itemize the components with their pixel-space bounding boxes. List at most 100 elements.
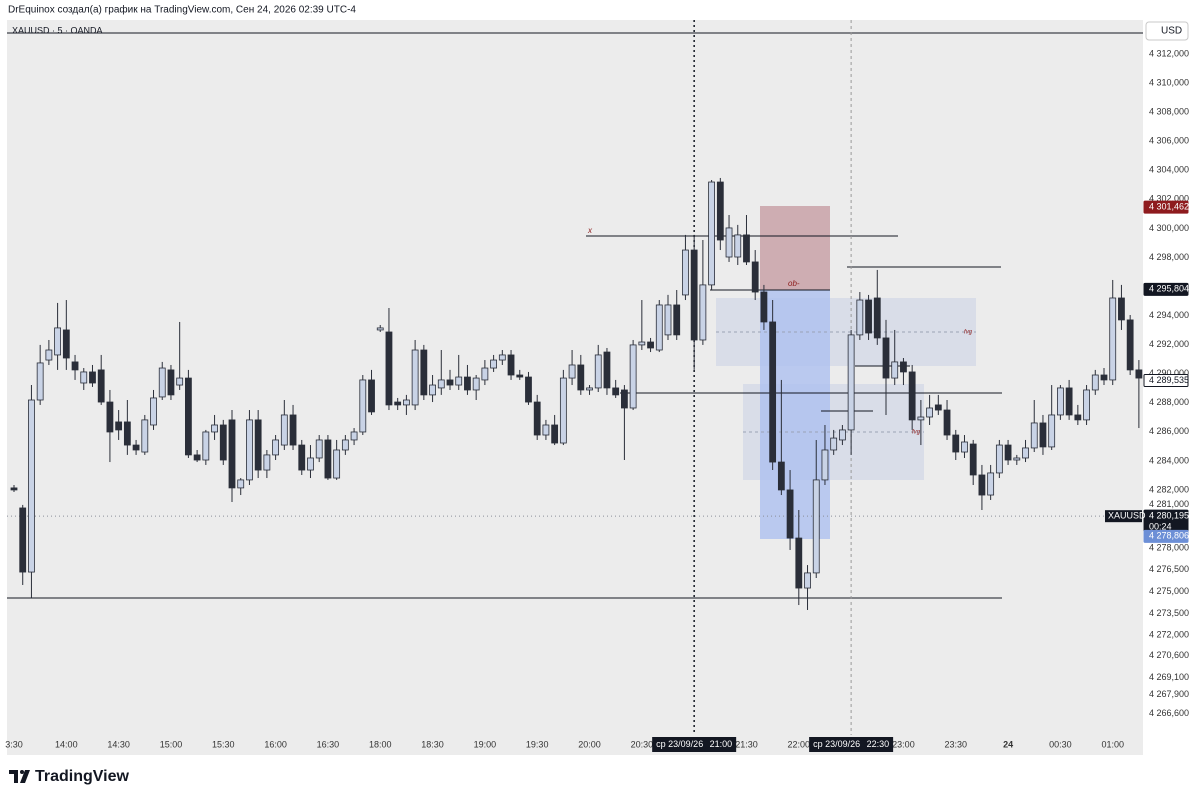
candle-body-up [350, 431, 358, 441]
x-tick-label: 18:00 [369, 739, 392, 749]
x-tick-label: 15:30 [212, 739, 235, 749]
candle-body-up [498, 354, 506, 361]
candle-body-down [900, 361, 907, 373]
x-tick-label: 23:30 [944, 739, 967, 749]
ob-zone [760, 206, 830, 290]
candle-body-down [690, 249, 698, 341]
candle-body-up [150, 397, 157, 426]
x-tick-label: 18:30 [421, 739, 444, 749]
candle-body-down [507, 354, 515, 376]
candle-body-up [280, 414, 288, 446]
candle-body-down [865, 299, 872, 334]
price-label: 4 280,195 [1149, 511, 1189, 521]
candle-body-down [673, 304, 681, 336]
logo-mark [9, 770, 30, 783]
price-label: 4 301,462 [1149, 202, 1189, 212]
crosshair-date: ср 23/09/26 [813, 739, 860, 749]
candle-body-down [10, 487, 18, 491]
candle-body-down [1100, 374, 1108, 381]
candle-body-down [184, 377, 192, 456]
candle-body-up [1013, 457, 1021, 461]
y-tick-label: 4 306,000 [1149, 136, 1189, 146]
currency-box[interactable] [1145, 21, 1189, 41]
candle-body-up [490, 359, 498, 369]
candle-body-up [341, 439, 349, 451]
annotation: x [587, 226, 593, 235]
candle-body-up [664, 304, 672, 336]
candle-body-down [716, 181, 724, 241]
annotation: ob- [788, 279, 800, 288]
candle-body-down [603, 351, 611, 389]
candle-body-down [1135, 369, 1143, 379]
symbol-tag: XAUUSD [1108, 511, 1146, 521]
candle-body-up [176, 377, 184, 386]
candle-body-up [804, 572, 811, 589]
candle-body-up [559, 377, 567, 444]
candle-body-up [812, 479, 820, 574]
crosshair-label-box [652, 737, 737, 752]
candle-body-up [246, 419, 253, 481]
candle-body-up [54, 327, 61, 356]
candle-body-up [1022, 447, 1029, 459]
y-tick-label: 4 294,000 [1149, 310, 1189, 320]
candle-body-up [830, 437, 838, 451]
candle-body-up [263, 454, 271, 471]
candle-body-up [725, 227, 733, 258]
candle-body-up [1091, 374, 1099, 391]
x-tick-label: 22:00 [788, 739, 811, 749]
candle-body-down [943, 409, 951, 436]
candle-body-down [908, 371, 916, 421]
y-tick-label: 4 312,000 [1149, 48, 1189, 58]
candle-body-up [1048, 414, 1056, 448]
candle-body-up [542, 424, 550, 436]
candle-body-down [89, 371, 96, 384]
candle-body-down [228, 419, 236, 489]
drawings [7, 235, 1002, 599]
candle-body-down [115, 421, 123, 431]
candle-body-down [525, 376, 532, 403]
candle-body-up [429, 384, 436, 396]
y-tick-label: 4 300,000 [1149, 223, 1189, 233]
candle-body-down [1074, 414, 1082, 421]
price-label-box [1143, 529, 1189, 543]
candle-body-up [359, 379, 367, 433]
candle-body-down [1118, 297, 1125, 321]
candle-body-down [952, 434, 960, 453]
y-tick-label: 4 281,000 [1149, 499, 1189, 509]
candle-body-up [158, 367, 166, 398]
candle-body-down [934, 404, 942, 411]
candle-body-down [324, 439, 332, 479]
candle-body-up [594, 354, 602, 389]
candle-body-down [167, 369, 175, 396]
crosshair-time: 22:30 [867, 739, 890, 749]
candle-body-up [437, 379, 445, 389]
candle-body-up [1030, 422, 1038, 449]
annotation: fvg [912, 430, 921, 436]
candle-body-up [638, 341, 646, 346]
crosshair-time: 21:00 [710, 739, 733, 749]
y-tick-label: 4 310,000 [1149, 77, 1189, 87]
candle-body-up [821, 449, 829, 481]
candle-body-up [987, 472, 995, 496]
candle-body-up [80, 371, 88, 384]
candle-body-up [655, 304, 663, 351]
crosshair-label-box [809, 737, 894, 752]
candle-body-down [751, 261, 759, 293]
currency[interactable]: USD [1161, 26, 1182, 37]
x-tick-label: 20:30 [631, 739, 654, 749]
price-label-box [1143, 373, 1189, 387]
candle-body-down [1004, 444, 1012, 461]
candle-body-down [769, 321, 777, 463]
x-tick-label: 24 [1003, 739, 1013, 749]
candle-body-up [307, 457, 314, 471]
y-tick-label: 4 284,000 [1149, 455, 1189, 465]
candle-body-up [699, 284, 707, 341]
header: DrEquinox создал(а) график на TradingVie… [8, 4, 356, 16]
candle-body-down [394, 401, 402, 406]
candle-body-down [1039, 422, 1047, 448]
x-tick-label: 01:00 [1101, 739, 1124, 749]
price-label: 4 278,806 [1149, 531, 1189, 541]
candle-body-down [612, 387, 620, 396]
candle-body-up [455, 376, 463, 386]
y-tick-label: 4 308,000 [1149, 107, 1189, 117]
